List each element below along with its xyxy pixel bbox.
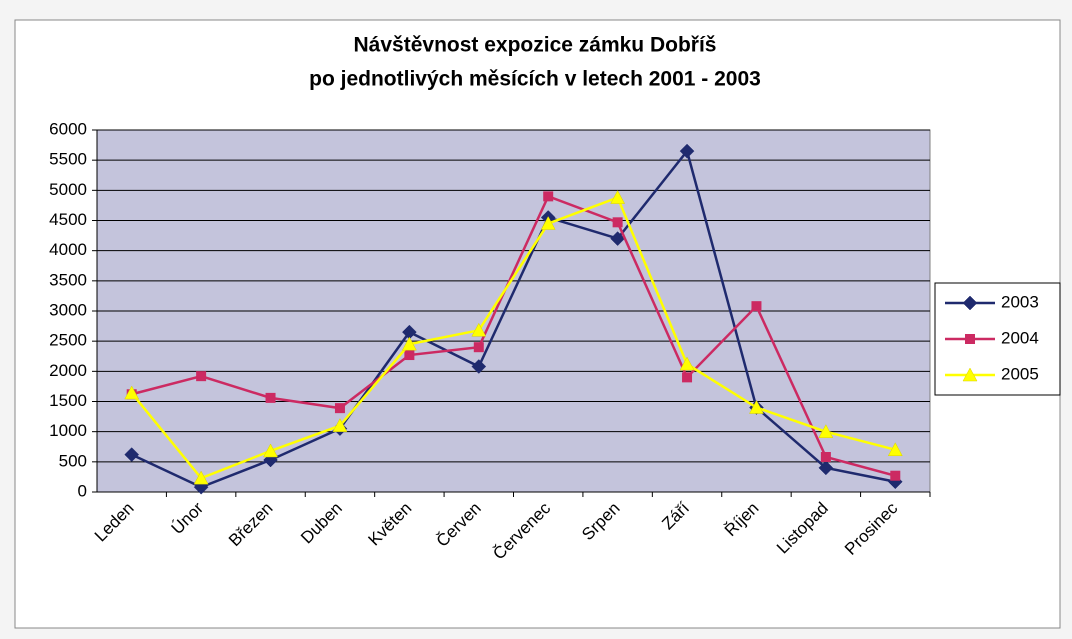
data-point bbox=[332, 418, 348, 432]
data-point bbox=[265, 392, 276, 403]
data-point bbox=[473, 342, 484, 353]
chart-title: Návštěvnost expozice zámku Dobříš bbox=[354, 34, 717, 57]
data-point bbox=[263, 443, 278, 458]
data-point bbox=[610, 190, 626, 204]
data-point bbox=[540, 215, 556, 230]
data-point bbox=[401, 336, 417, 351]
data-point bbox=[682, 372, 693, 383]
legend-label: 2005 bbox=[1001, 364, 1039, 383]
series-line bbox=[130, 195, 896, 480]
y-tick-label: 5000 bbox=[49, 180, 87, 199]
data-point bbox=[890, 470, 901, 481]
y-tick-label: 4000 bbox=[49, 240, 87, 259]
data-point bbox=[124, 447, 140, 462]
y-tick-label: 2000 bbox=[49, 361, 87, 380]
y-tick-label: 5500 bbox=[49, 150, 87, 169]
data-point bbox=[404, 350, 415, 361]
data-point bbox=[820, 452, 831, 463]
data-point bbox=[334, 403, 345, 414]
y-tick-label: 1000 bbox=[49, 421, 87, 440]
data-point bbox=[471, 359, 487, 374]
y-tick-label: 6000 bbox=[49, 119, 87, 138]
data-point bbox=[196, 371, 207, 382]
data-point bbox=[818, 460, 834, 476]
data-point bbox=[679, 143, 695, 159]
legend-marker bbox=[962, 295, 978, 311]
series-line bbox=[131, 148, 896, 489]
data-point bbox=[471, 322, 487, 337]
data-point bbox=[124, 385, 140, 400]
y-tick-label: 2500 bbox=[49, 331, 87, 350]
data-point bbox=[751, 301, 762, 312]
legend-marker bbox=[962, 367, 978, 382]
y-tick-label: 3000 bbox=[49, 300, 87, 319]
data-point bbox=[887, 442, 903, 457]
y-tick-label: 3500 bbox=[49, 270, 87, 289]
chart-title: po jednotlivých měsících v letech 2001 -… bbox=[309, 68, 761, 91]
y-tick-label: 500 bbox=[59, 451, 87, 470]
data-point bbox=[610, 231, 625, 246]
data-point bbox=[612, 217, 623, 228]
data-point bbox=[193, 470, 209, 485]
data-point bbox=[818, 424, 834, 438]
y-tick-label: 0 bbox=[78, 481, 87, 500]
y-tick-label: 1500 bbox=[49, 391, 87, 410]
legend-label: 2004 bbox=[1001, 328, 1039, 347]
legend-marker bbox=[965, 334, 975, 344]
data-point bbox=[749, 400, 764, 414]
series-line bbox=[131, 194, 896, 477]
data-point bbox=[679, 356, 695, 371]
legend-label: 2003 bbox=[1001, 292, 1039, 311]
y-tick-label: 4500 bbox=[49, 210, 87, 229]
data-point bbox=[543, 191, 554, 202]
